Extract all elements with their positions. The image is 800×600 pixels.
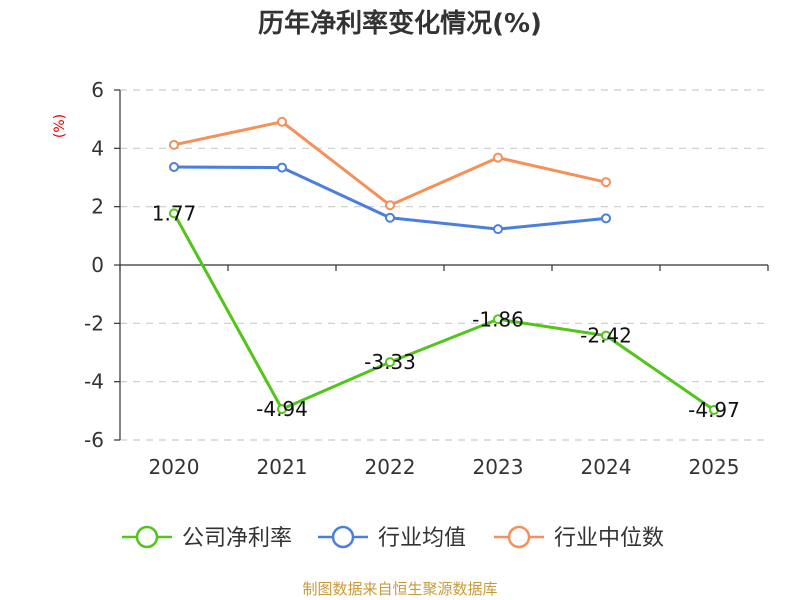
x-tick-label: 2022 [365, 455, 416, 479]
data-point [493, 152, 503, 163]
y-tick-label: 0 [91, 253, 104, 277]
data-point [277, 162, 287, 173]
series-line-3 [173, 120, 607, 207]
legend-item: 行业均值 [318, 525, 466, 551]
legend-marker [331, 525, 355, 549]
x-tick-label: 2023 [473, 455, 524, 479]
data-label: -3.33 [364, 350, 416, 374]
data-point [601, 213, 611, 224]
y-tick-label: -4 [84, 370, 104, 394]
data-point [601, 330, 611, 341]
data-point [169, 208, 179, 219]
y-tick-label: 2 [91, 195, 104, 219]
axes: 6 4 2 0 -2 -4 -6 2020 2021 2022 2023 2024 2025 [84, 78, 769, 479]
legend-label: 公司净利率 [182, 526, 292, 551]
legend-item: 行业中位数 [494, 525, 664, 551]
legend-label: 行业均值 [378, 526, 466, 551]
data-point [601, 177, 611, 188]
x-tick-label: 2021 [257, 455, 308, 479]
data-point [385, 357, 395, 368]
data-point [385, 212, 395, 223]
y-tick-label: 4 [91, 136, 104, 160]
series-layer [169, 116, 719, 415]
data-point [277, 404, 287, 415]
data-point [277, 116, 287, 127]
legend-marker [507, 525, 531, 549]
y-tick-label: -2 [84, 311, 104, 335]
series-line-1 [172, 212, 715, 412]
data-label: -1.86 [472, 307, 524, 331]
data-label: -4.94 [256, 397, 308, 421]
data-label: -2.42 [580, 324, 632, 348]
grid-lines [120, 89, 768, 441]
x-tick-label: 2025 [689, 455, 740, 479]
y-tick-label: -6 [84, 428, 104, 452]
data-point [493, 314, 503, 325]
data-point [493, 224, 503, 235]
data-point [169, 162, 179, 172]
legend-label: 行业中位数 [554, 526, 664, 551]
data-labels: 1.77 -4.94 -3.33 -1.86 -2.42 -4.97 [152, 201, 740, 422]
data-point [709, 404, 719, 415]
legend-item: 公司净利率 [122, 525, 292, 551]
data-label: 1.77 [152, 201, 197, 225]
data-point [169, 139, 179, 150]
x-tick-label: 2020 [149, 455, 200, 479]
x-tick-label: 2024 [581, 455, 632, 479]
data-point [385, 200, 395, 211]
y-tick-label: 6 [91, 78, 104, 102]
data-label: -4.97 [688, 398, 740, 422]
legend: 公司净利率 行业均值 行业中位数 [122, 525, 664, 551]
source-note: 制图数据来自恒生聚源数据库 [302, 580, 497, 598]
chart-title: 历年净利率变化情况(%) [258, 8, 542, 39]
y-axis-unit: (%) [52, 114, 68, 138]
legend-marker [135, 525, 159, 549]
